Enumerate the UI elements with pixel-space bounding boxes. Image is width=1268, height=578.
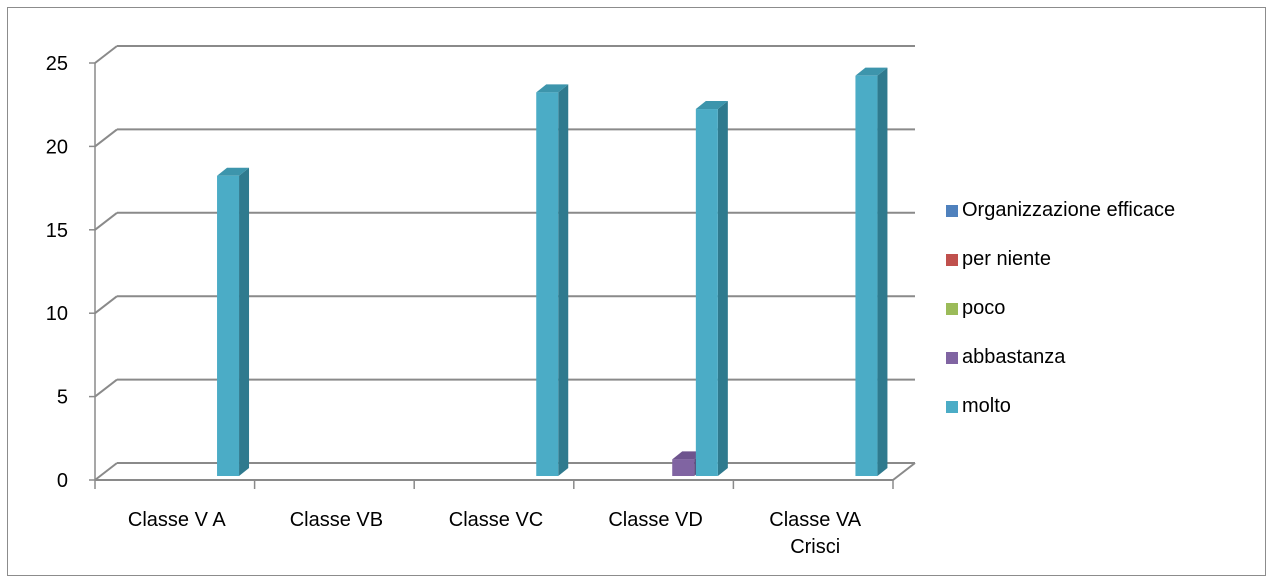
gridline-depth [94,212,118,231]
x-category-label: Classe VC [449,509,543,531]
legend-label: per niente [962,248,1051,270]
y-tick-label: 5 [57,387,68,409]
gridline-depth [94,462,118,481]
bar [672,459,695,476]
bar-top [536,84,569,93]
bar-top [217,167,250,176]
y-tick-label: 0 [57,470,68,492]
legend-swatch [946,204,958,217]
bar [695,109,718,476]
y-tick-label: 25 [46,53,68,75]
x-category-label: Classe VD [608,509,702,531]
bar [855,75,878,477]
legend-item-organizzazione-efficace: Organizzazione efficace [946,186,1175,235]
bar-top [855,67,888,76]
y-tick-label: 15 [46,220,68,242]
y-axis-tick-labels: 0 5 10 15 20 25 [46,53,68,492]
legend-item-molto: molto [946,382,1175,431]
x-axis-category-labels: Classe V A Classe VB Classe VC Classe VD Cla… [128,509,862,558]
gridline-depth [94,295,118,314]
axes [89,62,916,489]
bar [217,175,240,476]
bars [217,67,888,477]
x-category-label: Classe VB [290,509,383,531]
legend: Organizzazione efficace per niente poco … [946,186,1175,431]
gridline-depth [94,128,118,148]
legend-label: abbastanza [962,346,1066,368]
x-category-label: Classe VA [769,509,862,531]
legend-swatch [946,302,958,315]
y-tick-label: 10 [46,303,68,325]
gridlines [94,45,915,481]
legend-label: Organizzazione efficace [962,199,1176,221]
bar [536,92,559,477]
chart-frame [7,7,1266,576]
gridline-depth [94,45,118,64]
y-tick-label: 20 [46,136,68,158]
bar-side [239,167,250,476]
legend-item-per-niente: per niente [946,235,1175,284]
bar-side [717,101,728,476]
legend-swatch [946,400,958,413]
floor-edge [892,462,916,481]
legend-label: molto [962,395,1011,417]
legend-swatch [946,253,958,266]
legend-label: poco [962,297,1006,319]
x-category-label: Crisci [790,536,840,558]
bar-side [877,67,888,477]
x-category-label: Classe V A [128,509,226,531]
gridline-depth [94,378,118,398]
legend-swatch [946,351,958,364]
legend-item-abbastanza: abbastanza [946,333,1175,382]
bar-side [558,84,569,477]
legend-item-poco: poco [946,284,1175,333]
bar-top [695,101,728,110]
